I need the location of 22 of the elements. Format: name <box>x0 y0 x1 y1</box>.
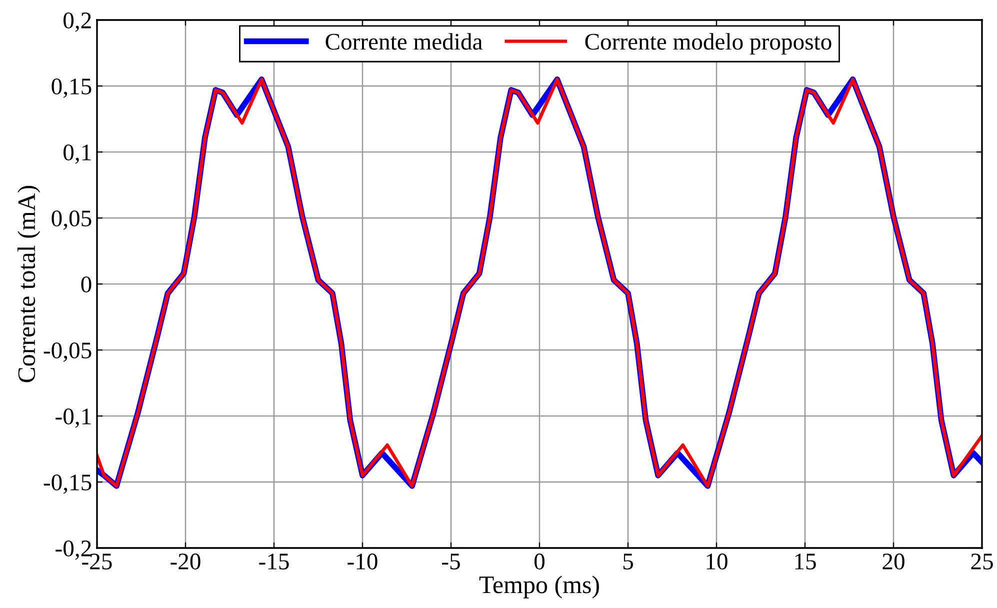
x-tick-label: 0 <box>534 554 545 570</box>
y-tick-label: 0,15 <box>52 78 92 98</box>
y-tick-label: 0,1 <box>64 144 91 164</box>
x-tick-label: -20 <box>170 554 200 570</box>
x-tick-label: 25 <box>971 554 993 570</box>
x-tick-label: 5 <box>623 554 633 570</box>
x-tick-label: -5 <box>442 554 460 570</box>
y-tick-label: 0,05 <box>52 210 92 230</box>
x-tick-label: 15 <box>795 554 816 570</box>
x-tick-label: 10 <box>706 554 728 570</box>
y-tick-label: 0,2 <box>64 12 91 32</box>
legend-label: Corrente modelo proposto <box>585 33 832 55</box>
x-axis-title: Tempo (ms) <box>479 576 599 598</box>
y-axis-title: Corrente total (mA) <box>18 186 40 382</box>
x-tick-label: -10 <box>348 554 378 570</box>
y-tick-label: -0,05 <box>44 342 92 362</box>
x-tick-label: -15 <box>259 554 289 570</box>
x-tick-label: 20 <box>882 554 904 570</box>
y-tick-label: 0 <box>81 276 92 292</box>
y-tick-label: -0,15 <box>44 474 92 494</box>
y-tick-label: -0,1 <box>56 408 91 428</box>
legend-label: Corrente medida <box>326 33 482 50</box>
